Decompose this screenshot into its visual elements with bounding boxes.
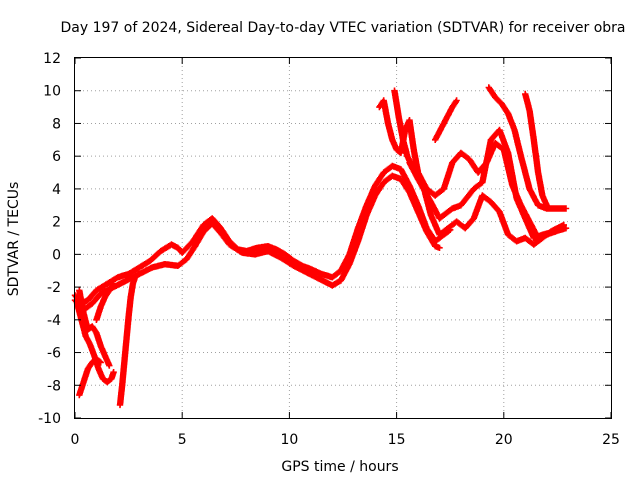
marker-trail	[485, 84, 570, 212]
axis-ticks: 0 5 10 15 20 25 -10 -8 -6 -4 -2 0 2 4 6 8 10 12	[38, 51, 620, 448]
y-axis-label: SDTVAR / TECUs	[6, 182, 22, 297]
chart-title: Day 197 of 2024, Sidereal Day-to-day VTE…	[60, 20, 625, 36]
y-tick-label: 4	[52, 182, 61, 198]
y-tick-label: 8	[52, 116, 61, 132]
series-late-high-5	[522, 90, 550, 209]
y-tick-label: -8	[47, 378, 61, 394]
x-tick-label: 0	[71, 432, 80, 448]
y-tick-label: 12	[43, 51, 61, 67]
marker-trail	[73, 300, 117, 386]
marker-trail	[522, 90, 550, 209]
y-tick-label: 6	[52, 149, 61, 165]
marker-trail	[76, 287, 113, 369]
marker-trail	[432, 97, 460, 143]
data-marks	[71, 84, 570, 409]
marker-trail	[116, 274, 139, 409]
x-tick-label: 25	[602, 432, 620, 448]
series-early-spike-down	[76, 355, 104, 399]
marker-trail	[76, 355, 104, 399]
marker-trail	[71, 172, 443, 314]
series-late-high-4	[485, 84, 570, 212]
series-early-recovery	[93, 280, 117, 323]
series-late-high-3	[432, 97, 460, 143]
series-spike-2h	[116, 274, 139, 409]
x-axis-label: GPS time / hours	[281, 459, 398, 475]
y-tick-label: 0	[52, 247, 61, 263]
y-tick-label: 2	[52, 215, 61, 231]
marker-trail	[406, 126, 559, 242]
x-tick-label: 10	[280, 432, 298, 448]
series-late-mid-1	[406, 126, 559, 242]
series-early-dip-2	[76, 287, 113, 369]
plot-frame	[74, 57, 612, 419]
y-tick-label: -2	[47, 280, 61, 296]
y-tick-label: -4	[47, 313, 61, 329]
marker-trail	[93, 280, 117, 323]
series-early-dip	[73, 300, 117, 386]
y-tick-label: 10	[43, 84, 61, 100]
y-tick-label: -6	[47, 346, 61, 362]
x-tick-label: 20	[495, 432, 513, 448]
y-tick-label: -10	[38, 411, 61, 427]
x-tick-label: 15	[388, 432, 406, 448]
x-tick-label: 5	[178, 432, 187, 448]
series-main-band-2	[71, 172, 443, 314]
